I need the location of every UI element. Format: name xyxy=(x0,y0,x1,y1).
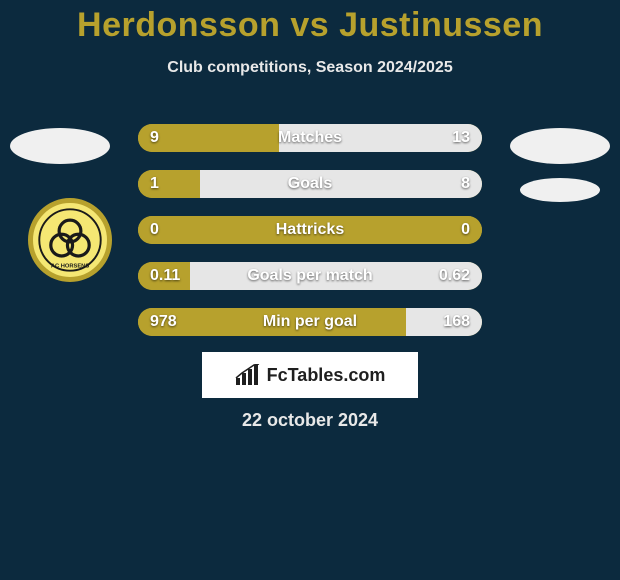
compare-value-right: 168 xyxy=(443,308,470,336)
chart-bars-icon xyxy=(235,364,261,386)
compare-value-right: 13 xyxy=(452,124,470,152)
compare-row: Hattricks00 xyxy=(138,216,482,244)
compare-seg-left xyxy=(138,170,200,198)
page-subtitle: Club competitions, Season 2024/2025 xyxy=(0,59,620,77)
compare-value-right: 0 xyxy=(461,216,470,244)
right-player-club-badge xyxy=(520,178,600,202)
compare-value-right: 0.62 xyxy=(439,262,470,290)
compare-row: Matches913 xyxy=(138,124,482,152)
club-logo-icon: AC HORSENS xyxy=(38,208,102,272)
canvas: Herdonsson vs Justinussen Club competiti… xyxy=(0,0,620,580)
compare-seg-left xyxy=(138,124,279,152)
brand-box: FcTables.com xyxy=(202,352,418,398)
compare-value-left: 1 xyxy=(150,170,159,198)
compare-value-left: 9 xyxy=(150,124,159,152)
compare-row: Goals per match0.110.62 xyxy=(138,262,482,290)
compare-seg-left xyxy=(138,216,482,244)
compare-value-left: 0 xyxy=(150,216,159,244)
page-title: Herdonsson vs Justinussen xyxy=(0,0,620,45)
compare-seg-right xyxy=(200,170,482,198)
compare-row: Goals18 xyxy=(138,170,482,198)
compare-row: Min per goal978168 xyxy=(138,308,482,336)
compare-shell: AC HORSENS Matches913Goals18Hattricks00G… xyxy=(0,118,620,358)
compare-bars: Matches913Goals18Hattricks00Goals per ma… xyxy=(138,124,482,354)
club-badge-text: AC HORSENS xyxy=(51,264,90,270)
compare-value-left: 0.11 xyxy=(150,262,180,290)
right-player-portrait xyxy=(510,128,610,164)
compare-value-right: 8 xyxy=(461,170,470,198)
date-text: 22 october 2024 xyxy=(0,410,620,431)
left-player-portrait xyxy=(10,128,110,164)
left-player-club-badge: AC HORSENS xyxy=(28,198,112,282)
compare-value-left: 978 xyxy=(150,308,177,336)
compare-seg-left xyxy=(138,308,406,336)
brand-text: FcTables.com xyxy=(267,365,386,386)
